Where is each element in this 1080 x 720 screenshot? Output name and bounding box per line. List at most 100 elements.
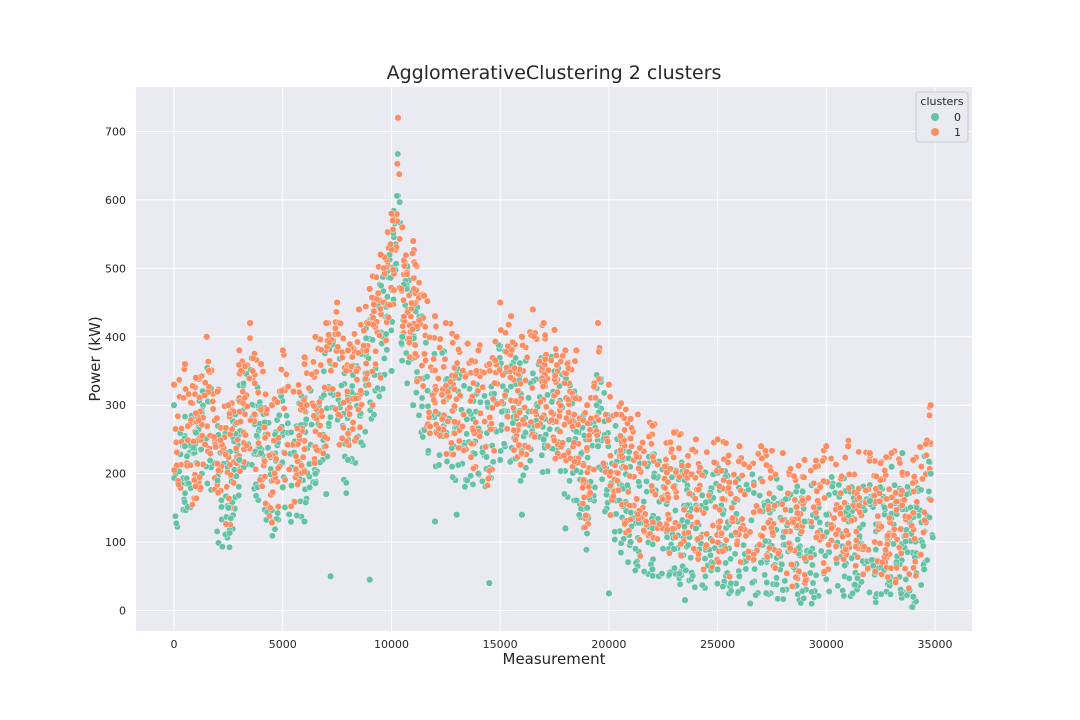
scatter-point-cluster-1: [579, 500, 587, 507]
scatter-point-cluster-1: [370, 307, 378, 315]
scatter-point-cluster-1: [766, 490, 773, 497]
scatter-point-cluster-0: [748, 516, 755, 524]
scatter-point-cluster-1: [354, 349, 362, 357]
scatter-point-cluster-1: [295, 381, 302, 389]
scatter-point-cluster-1: [388, 246, 396, 254]
scatter-point-cluster-1: [196, 473, 203, 481]
y-tick-label: 600: [105, 194, 126, 207]
scatter-point-cluster-1: [334, 330, 342, 338]
scatter-point-cluster-1: [859, 570, 867, 578]
scatter-point-cluster-1: [893, 536, 901, 543]
scatter-point-cluster-0: [312, 479, 319, 487]
scatter-point-cluster-1: [633, 453, 640, 461]
scatter-point-cluster-0: [665, 571, 673, 579]
scatter-point-cluster-1: [519, 341, 527, 349]
data-point-cluster-1: [529, 305, 537, 314]
data-point-cluster-0: [322, 490, 330, 498]
scatter-point-cluster-0: [398, 357, 406, 365]
scatter-point-cluster-1: [184, 436, 192, 444]
scatter-point-cluster-0: [306, 483, 314, 491]
scatter-point-cluster-1: [210, 433, 218, 441]
scatter-point-cluster-1: [813, 487, 821, 495]
scatter-point-cluster-1: [349, 425, 357, 433]
scatter-point-cluster-1: [441, 355, 449, 363]
y-axis-label: Power (kW): [86, 316, 104, 401]
scatter-point-cluster-1: [173, 448, 181, 456]
scatter-point-cluster-0: [227, 514, 235, 522]
scatter-point-cluster-0: [591, 483, 599, 491]
y-tick-label: 300: [105, 399, 126, 412]
scatter-point-cluster-1: [560, 452, 568, 459]
scatter-point-cluster-1: [807, 518, 815, 526]
scatter-point-cluster-1: [579, 476, 587, 484]
scatter-point-cluster-1: [607, 452, 614, 460]
scatter-point-cluster-1: [689, 446, 697, 453]
scatter-point-cluster-1: [261, 457, 268, 465]
scatter-point-cluster-1: [299, 453, 307, 461]
scatter-point-cluster-0: [909, 603, 916, 611]
data-point-cluster-0: [681, 596, 689, 604]
scatter-point-cluster-1: [917, 463, 925, 470]
scatter-point-cluster-1: [684, 452, 692, 460]
scatter-point-cluster-1: [469, 464, 477, 472]
scatter-point-cluster-1: [909, 479, 917, 487]
scatter-point-cluster-0: [583, 530, 591, 537]
data-point-cluster-1: [463, 339, 472, 348]
scatter-point-cluster-1: [640, 527, 648, 534]
legend-marker-cluster-0: [931, 113, 939, 121]
scatter-point-cluster-1: [426, 423, 434, 430]
x-axis-label: Measurement: [503, 650, 606, 668]
scatter-point-cluster-1: [554, 388, 561, 396]
scatter-point-cluster-1: [261, 473, 269, 480]
scatter-point-cluster-1: [688, 470, 695, 478]
scatter-point-cluster-0: [817, 547, 825, 555]
scatter-point-cluster-1: [639, 439, 646, 446]
scatter-point-cluster-0: [529, 369, 537, 377]
scatter-point-cluster-0: [479, 448, 486, 456]
scatter-point-cluster-0: [821, 552, 829, 560]
scatter-point-cluster-1: [484, 475, 492, 482]
scatter-point-cluster-1: [201, 392, 209, 399]
scatter-point-cluster-1: [922, 440, 930, 448]
scatter-point-cluster-1: [872, 485, 880, 493]
scatter-point-cluster-1: [735, 457, 743, 465]
scatter-point-cluster-1: [451, 402, 458, 410]
scatter-point-cluster-1: [277, 366, 285, 373]
scatter-point-cluster-1: [527, 418, 535, 426]
scatter-point-cluster-1: [807, 467, 815, 474]
scatter-point-cluster-1: [531, 408, 539, 415]
scatter-point-cluster-1: [903, 470, 911, 478]
scatter-point-cluster-1: [523, 353, 531, 361]
scatter-point-cluster-1: [762, 447, 769, 455]
scatter-point-cluster-0: [583, 546, 590, 554]
data-point-cluster-1: [376, 250, 385, 259]
data-point-cluster-0: [300, 517, 309, 526]
scatter-point-cluster-0: [206, 457, 214, 464]
scatter-point-cluster-0: [825, 588, 833, 595]
scatter-point-cluster-1: [892, 579, 899, 586]
data-point-cluster-1: [235, 346, 243, 355]
scatter-point-cluster-1: [271, 469, 278, 477]
scatter-point-cluster-1: [726, 573, 733, 581]
scatter-point-cluster-1: [582, 512, 590, 519]
scatter-point-cluster-1: [362, 303, 370, 310]
scatter-point-cluster-1: [877, 523, 885, 530]
scatter-point-cluster-1: [510, 426, 518, 434]
scatter-point-cluster-1: [319, 449, 327, 457]
scatter-point-cluster-1: [661, 462, 669, 470]
scatter-point-cluster-1: [828, 525, 835, 532]
scatter-point-cluster-1: [559, 439, 567, 447]
scatter-point-cluster-1: [898, 501, 906, 509]
scatter-point-cluster-1: [771, 564, 779, 572]
scatter-point-cluster-1: [581, 409, 589, 417]
scatter-point-cluster-1: [855, 448, 863, 456]
scatter-point-cluster-1: [363, 370, 371, 378]
scatter-point-cluster-1: [668, 445, 676, 453]
scatter-point-cluster-0: [320, 367, 328, 375]
scatter-point-cluster-0: [823, 528, 831, 536]
scatter-point-cluster-0: [681, 523, 688, 531]
scatter-point-cluster-1: [393, 160, 401, 168]
scatter-point-cluster-0: [809, 579, 817, 587]
scatter-point-cluster-1: [519, 416, 527, 424]
scatter-point-cluster-1: [385, 314, 393, 321]
